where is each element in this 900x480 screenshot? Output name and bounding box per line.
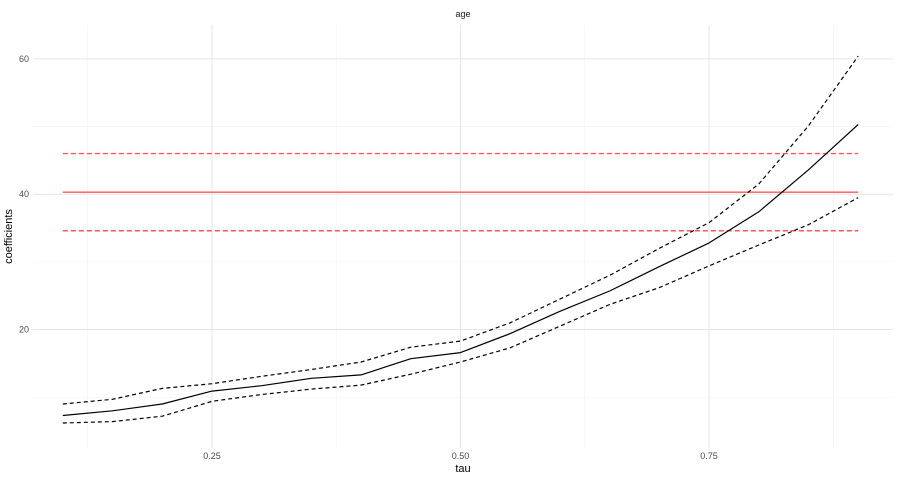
chart-title: age [455, 9, 470, 19]
x-tick-label: 0.75 [700, 451, 718, 461]
y-tick-label: 40 [19, 189, 29, 199]
reference-lines [62, 152, 859, 232]
x-tick-label: 0.50 [452, 451, 470, 461]
grid [33, 25, 893, 448]
y-tick-label: 60 [19, 54, 29, 64]
x-tick-label: 0.25 [203, 451, 221, 461]
series-line-quantile-estimate [62, 124, 859, 417]
y-axis-title: coefficients [3, 209, 15, 264]
x-axis-title: tau [455, 463, 470, 475]
tick-labels: 0.25 0.50 0.75 20 40 60 [19, 54, 718, 461]
series-line-quantile-lower-bound [62, 197, 859, 424]
series-lines [62, 55, 859, 424]
series-line-quantile-upper-bound [62, 55, 859, 405]
y-tick-label: 20 [19, 325, 29, 335]
